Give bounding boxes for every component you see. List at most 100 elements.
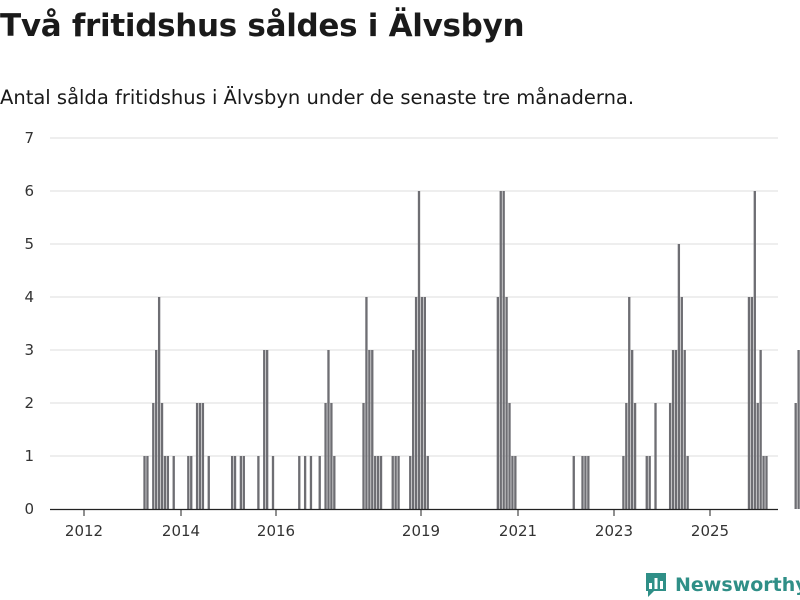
brand-name: Newsworthy: [675, 574, 800, 596]
bar: [496, 297, 499, 509]
bar: [628, 297, 631, 509]
bar: [633, 403, 637, 509]
bar: [391, 456, 394, 509]
bar: [239, 456, 243, 509]
y-tick-label: 5: [24, 235, 34, 253]
y-tick-label: 0: [24, 500, 34, 518]
bar: [584, 456, 587, 509]
bar: [152, 403, 155, 509]
bar: [166, 456, 170, 509]
bar: [677, 244, 681, 509]
y-tick-label: 7: [24, 129, 34, 147]
bar: [324, 403, 327, 509]
y-tick-label: 1: [24, 447, 34, 465]
bar: [379, 456, 383, 509]
bar: [207, 456, 210, 509]
bar: [266, 350, 269, 509]
x-tick-label: 2012: [65, 522, 103, 540]
bar: [376, 456, 380, 509]
bar: [572, 456, 575, 509]
bar: [187, 456, 190, 509]
bar: [417, 191, 421, 509]
newsworthy-logo-icon: [646, 573, 666, 597]
bar: [330, 403, 333, 509]
bar: [625, 403, 628, 509]
bar: [648, 456, 651, 509]
bar: [502, 191, 505, 509]
bar: [362, 403, 365, 509]
bar: [622, 456, 625, 509]
bar: [195, 403, 199, 509]
bar: [420, 297, 424, 509]
bar: [397, 456, 400, 509]
y-axis: 0 1 2 3 4 5 6 7: [24, 129, 34, 518]
bar: [645, 456, 648, 509]
bar: [499, 191, 502, 509]
bar: [333, 456, 336, 509]
bar: [680, 297, 683, 509]
y-tick-label: 2: [24, 394, 34, 412]
bar: [581, 456, 584, 509]
brand-logo: Newsworthy: [644, 570, 800, 600]
x-tick-label: 2014: [162, 522, 200, 540]
bar: [155, 350, 158, 509]
y-tick-label: 6: [24, 182, 34, 200]
x-tick-label: 2025: [691, 522, 729, 540]
bar: [327, 350, 330, 509]
bar: [683, 350, 686, 509]
bar: [505, 297, 508, 509]
bar: [671, 350, 675, 509]
bar: [747, 297, 751, 509]
x-tick-label: 2016: [257, 522, 295, 540]
bar: [230, 456, 234, 509]
bar: [163, 456, 167, 509]
bar: [508, 403, 511, 509]
bar: [309, 456, 313, 509]
bar: [257, 456, 260, 509]
bar: [368, 350, 371, 509]
x-tick-label: 2019: [402, 522, 440, 540]
bar: [514, 456, 517, 509]
bars: 2: [143, 191, 800, 509]
bar: [263, 350, 266, 509]
bar: [190, 456, 193, 509]
bar: [756, 403, 759, 509]
bar: [143, 456, 146, 509]
bar: [674, 350, 678, 509]
chart-title: Två fritidshus såldes i Älvsbyn: [0, 8, 525, 44]
bar: [423, 297, 426, 509]
bar: [762, 456, 765, 509]
bar: [668, 403, 672, 509]
bar: [654, 403, 657, 509]
x-axis: 2012 2014 2016 2019 2021 2023 2025: [50, 508, 778, 540]
bar: [765, 456, 768, 509]
y-tick-label: 4: [24, 288, 34, 306]
bar: [172, 456, 175, 509]
bar: [759, 350, 762, 509]
bar: [414, 297, 418, 509]
bar: [271, 456, 275, 509]
bar: [233, 456, 237, 509]
chart-subtitle: Antal sålda fritidshus i Älvsbyn under d…: [0, 86, 635, 109]
bar: [198, 403, 202, 509]
bar: [374, 456, 377, 509]
bar: [394, 456, 397, 509]
bar: [412, 350, 415, 509]
bar: [371, 350, 374, 509]
y-tick-label: 3: [24, 341, 34, 359]
bar: [303, 456, 307, 509]
bar: [686, 456, 689, 509]
bar: [157, 297, 161, 509]
bar: [318, 456, 321, 509]
bar: [409, 456, 412, 509]
bar: [426, 456, 429, 509]
bar: [631, 350, 634, 509]
bar: [201, 403, 205, 509]
x-tick-label: 2021: [499, 522, 537, 540]
bar: [753, 191, 756, 509]
bar: [298, 456, 301, 509]
x-tick-label: 2023: [595, 522, 633, 540]
bar: [587, 456, 590, 509]
bar: [797, 350, 800, 509]
bar: [750, 297, 754, 509]
